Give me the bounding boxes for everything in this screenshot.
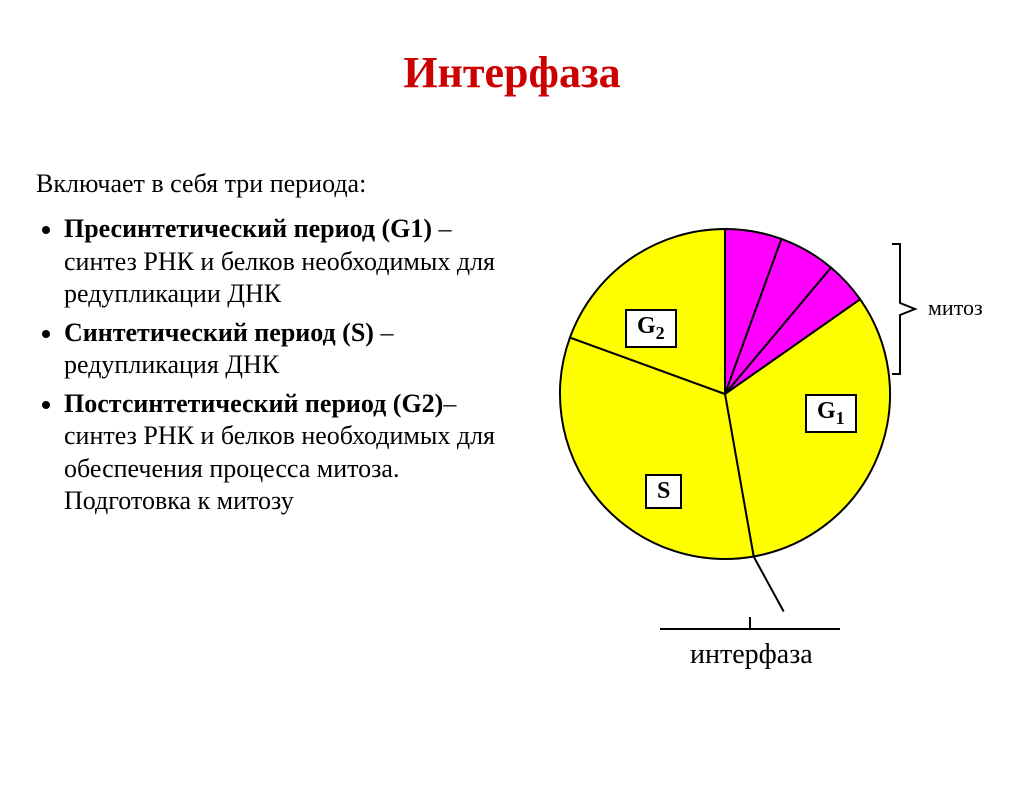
bullet-list: Пресинтетический период (G1) – синтез РН… — [36, 213, 506, 518]
mitosis-label: митоз — [928, 295, 983, 321]
interphase-connector — [660, 557, 840, 630]
pie-svg — [540, 199, 1010, 699]
pie-chart: G2 G1 S митоз интерфаза — [540, 199, 1010, 669]
pie-label-g1: G1 — [805, 394, 857, 433]
interphase-label: интерфаза — [690, 639, 813, 671]
pie-label-s: S — [645, 474, 682, 509]
intro-text: Включает в себя три периода: — [36, 169, 506, 199]
pie-label-g2: G2 — [625, 309, 677, 348]
text-content: Включает в себя три периода: Пресинтетич… — [36, 169, 506, 524]
list-item: Пресинтетический период (G1) – синтез РН… — [64, 213, 506, 311]
list-item: Синтетический период (S) – редупликация … — [64, 317, 506, 382]
page-title: Интерфаза — [0, 29, 1024, 98]
list-item: Постсинтетический период (G2)– синтез РН… — [64, 388, 506, 518]
mitosis-bracket — [892, 244, 915, 374]
